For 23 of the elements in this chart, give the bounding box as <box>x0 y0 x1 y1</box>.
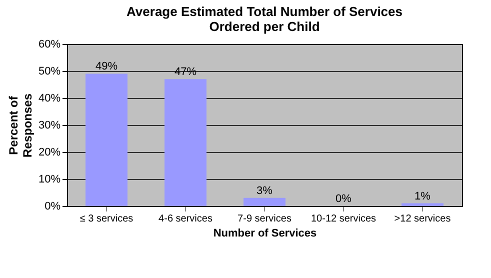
y-tick-label: 30% <box>38 120 61 132</box>
bar <box>402 203 444 206</box>
bar <box>244 198 286 206</box>
x-tick-label: 4-6 services <box>158 214 212 224</box>
y-tick-label: 40% <box>38 92 61 104</box>
bar <box>86 74 128 206</box>
x-tick-label: 10-12 services <box>310 214 376 224</box>
y-tick-label: 0% <box>44 200 61 212</box>
y-tick-label: 10% <box>38 174 61 186</box>
x-tick-label: 7-9 services <box>238 214 292 224</box>
data-label: 1% <box>414 190 431 202</box>
bar <box>164 79 206 206</box>
y-axis-title: Percent of Responses <box>6 93 34 158</box>
chart-title: Average Estimated Total Number of Services Ordered per Child <box>126 4 402 34</box>
x-axis-title: Number of Services <box>213 228 317 240</box>
x-tick-label: ≤ 3 services <box>80 214 134 224</box>
y-tick-label: 50% <box>38 66 61 78</box>
x-tick-label: >12 services <box>394 214 451 224</box>
data-label: 49% <box>95 60 118 73</box>
data-label: 3% <box>256 184 273 197</box>
y-tick-label: 60% <box>38 38 61 50</box>
data-label: 0% <box>336 193 352 205</box>
y-tick-label: 20% <box>38 146 61 158</box>
